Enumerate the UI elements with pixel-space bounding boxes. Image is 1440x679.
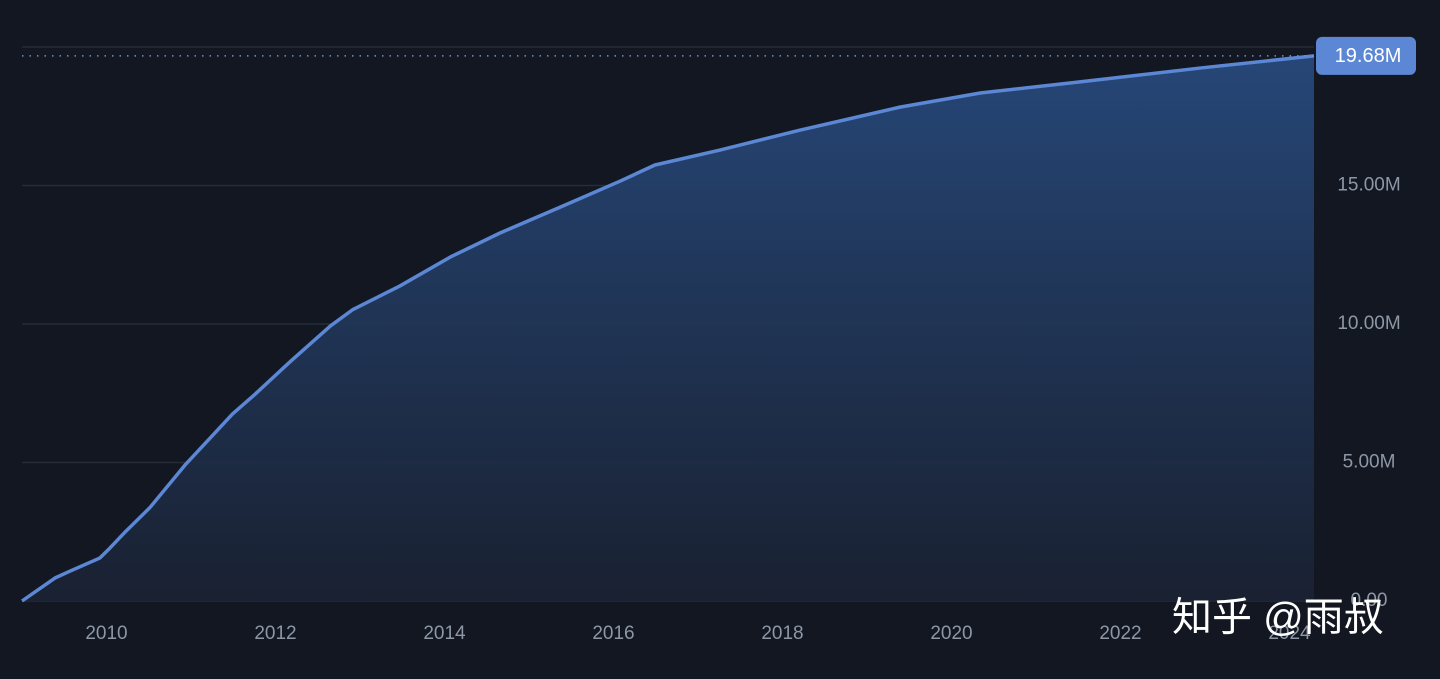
last-value-badge: [1316, 36, 1416, 75]
y-tick-label: 15.00M: [1337, 175, 1400, 196]
x-tick-label: 2016: [592, 623, 634, 644]
x-tick-label: 2022: [1099, 623, 1141, 644]
y-tick-label: 0.00: [1351, 590, 1388, 611]
x-tick-label: 2020: [930, 623, 972, 644]
x-tick-label: 2018: [761, 623, 803, 644]
y-tick-label: 5.00M: [1343, 452, 1396, 473]
x-tick-label: 2012: [254, 623, 296, 644]
area: [22, 55, 1314, 601]
x-tick-label: 2010: [85, 623, 127, 644]
last-value-label: 19.68M: [1335, 45, 1402, 67]
y-tick-label: 10.00M: [1337, 313, 1400, 334]
x-tick-label: 2014: [423, 623, 466, 644]
watermark: 知乎 @雨叔: [1172, 596, 1384, 640]
x-tick-label: 2024: [1268, 623, 1311, 644]
line: [20, 54, 1315, 603]
